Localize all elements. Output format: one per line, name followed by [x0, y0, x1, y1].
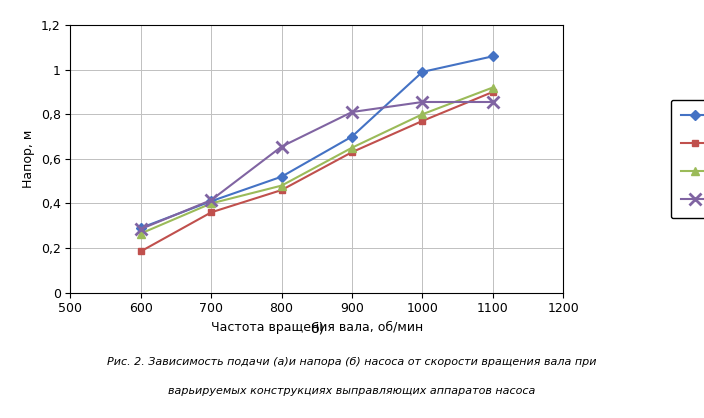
24: [137, 249, 145, 254]
24: [207, 210, 215, 215]
Line: 32: 32: [135, 97, 498, 234]
Line: 24: 24: [137, 89, 496, 255]
Legend: 22, 24, 28, 32: 22, 24, 28, 32: [671, 99, 704, 218]
X-axis label: Частота вращения вала, об/мин: Частота вращения вала, об/мин: [210, 321, 423, 334]
24: [489, 89, 497, 94]
Y-axis label: Напор, м: Напор, м: [22, 130, 35, 188]
32: [418, 99, 427, 104]
Line: 28: 28: [137, 83, 497, 238]
28: [277, 183, 286, 188]
28: [348, 145, 356, 150]
Text: б): б): [310, 321, 324, 335]
24: [277, 188, 286, 193]
22: [418, 69, 427, 74]
22: [207, 199, 215, 204]
28: [418, 112, 427, 117]
32: [348, 110, 356, 115]
22: [489, 54, 497, 59]
22: [348, 134, 356, 139]
Line: 22: 22: [137, 53, 496, 232]
28: [137, 231, 145, 236]
24: [348, 150, 356, 155]
22: [277, 174, 286, 179]
28: [489, 85, 497, 90]
32: [489, 99, 497, 104]
Text: Рис. 2. Зависимость подачи (а)и напора (б) насоса от скорости вращения вала при: Рис. 2. Зависимость подачи (а)и напора (…: [107, 357, 597, 367]
32: [137, 227, 145, 232]
32: [277, 144, 286, 149]
24: [418, 118, 427, 123]
32: [207, 198, 215, 203]
28: [207, 201, 215, 206]
22: [137, 225, 145, 230]
Text: варьируемых конструкциях выправляющих аппаратов насоса: варьируемых конструкциях выправляющих ап…: [168, 386, 536, 396]
